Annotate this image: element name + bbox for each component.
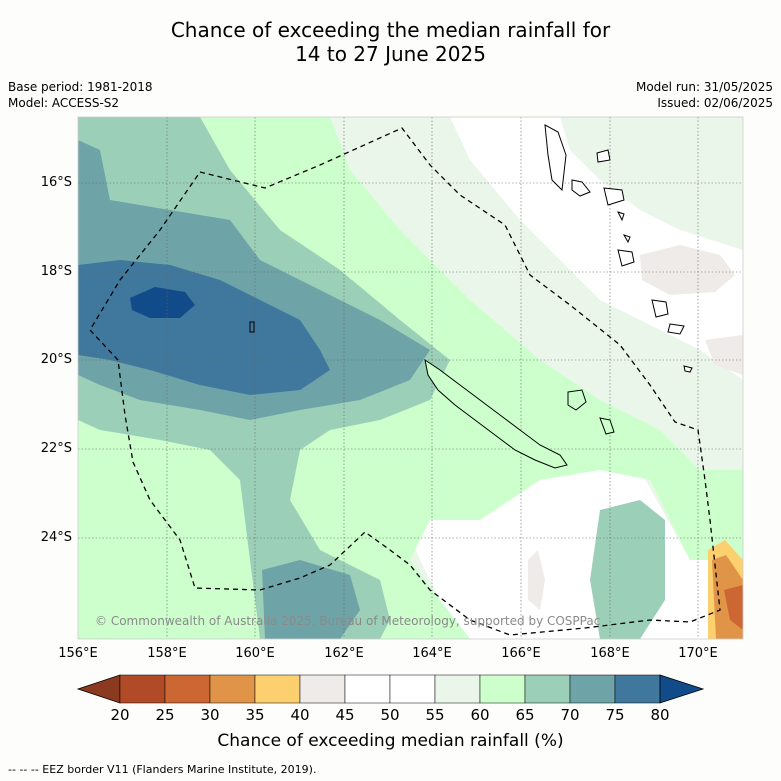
region-dry-30 bbox=[724, 585, 743, 630]
lon-label-158e: 158°E bbox=[147, 646, 187, 661]
colorbar-tick-45: 45 bbox=[335, 706, 355, 724]
colorbar-tick-65: 65 bbox=[515, 706, 535, 724]
colorbar-extend-high bbox=[659, 674, 705, 704]
lon-label-162e: 162°E bbox=[324, 646, 364, 661]
region-75-80-s bbox=[262, 560, 360, 639]
lat-label-22s: 22°S bbox=[40, 441, 72, 456]
lat-label-24s: 24°S bbox=[40, 530, 72, 545]
copyright-text: © Commonwealth of Australia 2025, Bureau… bbox=[95, 614, 601, 628]
region-45-50-east2 bbox=[705, 335, 743, 375]
colorbar-tick-30: 30 bbox=[200, 706, 220, 724]
colorbar-segment-65-70 bbox=[524, 674, 571, 704]
lon-label-160e: 160°E bbox=[235, 646, 275, 661]
meta-right: Model run: 31/05/2025 Issued: 02/06/2025 bbox=[636, 79, 773, 111]
map-frame bbox=[77, 116, 744, 640]
colorbar-segment-20-25 bbox=[119, 674, 166, 704]
region-45-50-east bbox=[640, 245, 735, 295]
colorbar-segment-75-80 bbox=[614, 674, 661, 704]
lon-label-156e: 156°E bbox=[58, 646, 98, 661]
lon-label-166e: 166°E bbox=[501, 646, 541, 661]
colorbar-tick-80: 80 bbox=[650, 706, 670, 724]
colorbar-segment-35-40 bbox=[254, 674, 301, 704]
map-area bbox=[78, 117, 743, 639]
colorbar-tick-40: 40 bbox=[290, 706, 310, 724]
lon-label-168e: 168°E bbox=[590, 646, 630, 661]
title-line-2: 14 to 27 June 2025 bbox=[295, 42, 486, 66]
vanuatu-islands bbox=[544, 124, 693, 373]
colorbar-segment-50-55 bbox=[389, 674, 436, 704]
map-title: Chance of exceeding the median rainfall … bbox=[0, 18, 781, 66]
loyalty-islands bbox=[567, 389, 615, 435]
colorbar-title: Chance of exceeding median rainfall (%) bbox=[217, 731, 564, 751]
meta-left: Base period: 1981-2018 Model: ACCESS-S2 bbox=[8, 79, 153, 111]
title-line-1: Chance of exceeding the median rainfall … bbox=[170, 18, 611, 42]
base-period: Base period: 1981-2018 bbox=[8, 80, 153, 94]
lon-label-164e: 164°E bbox=[412, 646, 452, 661]
lat-label-20s: 20°S bbox=[40, 352, 72, 367]
region-max bbox=[130, 287, 195, 318]
colorbar-tick-50: 50 bbox=[380, 706, 400, 724]
colorbar bbox=[76, 674, 705, 704]
model-run: Model run: 31/05/2025 bbox=[635, 80, 773, 94]
small-island bbox=[249, 321, 255, 333]
colorbar-segment-55-60 bbox=[434, 674, 481, 704]
colorbar-segment-30-35 bbox=[209, 674, 256, 704]
region-70-75-se bbox=[590, 500, 665, 639]
lat-label-16s: 16°S bbox=[40, 175, 72, 190]
colorbar-segment-60-65 bbox=[479, 674, 526, 704]
colorbar-segment-45-50 bbox=[344, 674, 391, 704]
colorbar-tick-60: 60 bbox=[470, 706, 490, 724]
colorbar-tick-20: 20 bbox=[110, 706, 130, 724]
model-name: Model: ACCESS-S2 bbox=[8, 96, 120, 110]
colorbar-segment-70-75 bbox=[569, 674, 616, 704]
colorbar-tick-70: 70 bbox=[560, 706, 580, 724]
colorbar-tick-25: 25 bbox=[155, 706, 175, 724]
colorbar-tick-75: 75 bbox=[605, 706, 625, 724]
colorbar-segment-25-30 bbox=[164, 674, 211, 704]
eez-footnote: -- -- -- EEZ border V11 (Flanders Marine… bbox=[8, 763, 317, 776]
colorbar-extend-low bbox=[76, 674, 121, 704]
colorbar-segment-40-45 bbox=[299, 674, 346, 704]
lon-label-170e: 170°E bbox=[678, 646, 718, 661]
new-caledonia-outline bbox=[424, 358, 568, 469]
region-45-50-south bbox=[528, 550, 545, 610]
colorbar-tick-35: 35 bbox=[245, 706, 265, 724]
issued-date: Issued: 02/06/2025 bbox=[657, 96, 773, 110]
lat-label-18s: 18°S bbox=[40, 264, 72, 279]
colorbar-tick-55: 55 bbox=[425, 706, 445, 724]
